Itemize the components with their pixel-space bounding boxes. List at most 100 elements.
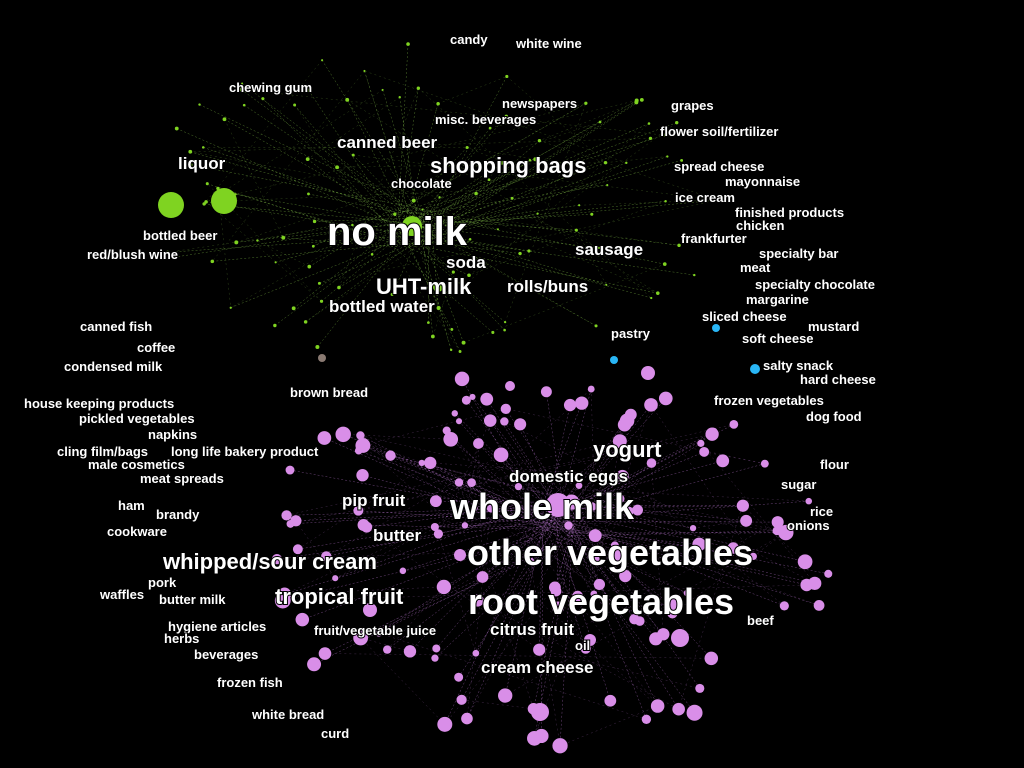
node-label: sugar	[781, 477, 816, 492]
graph-edge	[394, 213, 597, 327]
graph-node	[335, 426, 351, 443]
graph-node	[797, 554, 813, 570]
node-label: whipped/sour cream	[162, 549, 377, 574]
graph-edge	[444, 535, 596, 725]
graph-node	[533, 157, 538, 162]
graph-node	[491, 330, 495, 335]
graph-node	[458, 350, 462, 353]
graph-node	[363, 603, 377, 617]
graph-node	[709, 427, 718, 436]
graph-edge	[206, 201, 404, 235]
graph-node	[590, 212, 594, 216]
graph-node	[598, 120, 602, 124]
graph-edge	[290, 433, 713, 525]
graph-edge	[190, 138, 651, 153]
node-label: specialty bar	[759, 246, 839, 261]
graph-node	[398, 96, 401, 99]
graph-edge	[324, 539, 561, 654]
graph-edge	[400, 233, 506, 323]
graph-edge	[378, 511, 564, 634]
graph-edge	[284, 515, 546, 595]
graph-node	[291, 306, 296, 311]
graph-edge	[506, 76, 606, 163]
graph-node	[229, 306, 232, 309]
graph-node	[616, 469, 629, 483]
graph-node	[256, 239, 259, 242]
graph-node	[692, 537, 706, 552]
graph-node	[473, 438, 484, 449]
node-label: oil	[575, 638, 590, 653]
graph-node	[356, 469, 369, 482]
graph-node	[427, 321, 430, 324]
graph-edge	[282, 584, 807, 601]
graph-edge	[543, 403, 582, 502]
graph-edge	[463, 263, 665, 343]
graph-edge	[305, 121, 601, 323]
node-label: yogurt	[593, 437, 662, 462]
node-label: long life bakery product	[171, 444, 319, 459]
graph-edge	[361, 443, 600, 585]
graph-edge	[530, 516, 549, 562]
graph-edge	[458, 482, 549, 524]
graph-edge	[241, 89, 666, 136]
graph-node	[411, 198, 416, 203]
graph-edge	[466, 508, 491, 719]
node-label: shopping bags	[430, 153, 586, 178]
graph-edge	[464, 520, 747, 526]
graph-node	[393, 212, 397, 216]
graph-edge	[352, 224, 428, 238]
graph-nodes	[158, 42, 833, 754]
node-label: mustard	[808, 319, 859, 334]
graph-node	[261, 97, 265, 101]
node-label: house keeping products	[24, 396, 174, 411]
graph-node	[537, 138, 542, 143]
graph-node	[321, 59, 324, 62]
graph-edge	[704, 451, 765, 464]
graph-node	[337, 285, 341, 290]
graph-node	[450, 327, 454, 331]
node-label: pork	[148, 575, 177, 590]
graph-node	[666, 155, 669, 158]
graph-node	[158, 192, 184, 218]
graph-edge	[392, 209, 680, 246]
graph-edge	[360, 538, 576, 639]
graph-edge	[236, 121, 601, 243]
graph-edge	[575, 451, 705, 506]
graph-node	[469, 393, 476, 400]
graph-edge	[468, 201, 666, 276]
graph-edge	[414, 234, 454, 273]
graph-edge	[393, 218, 453, 330]
graph-node	[383, 645, 392, 654]
graph-node	[437, 716, 453, 732]
graph-node	[716, 454, 730, 468]
graph-edge	[571, 507, 629, 512]
graph-node	[604, 694, 617, 707]
node-label: frankfurter	[681, 231, 747, 246]
graph-node	[357, 519, 370, 531]
graph-node	[315, 345, 320, 350]
node-label: flour	[820, 457, 849, 472]
graph-node	[680, 158, 684, 162]
node-label: spread cheese	[674, 159, 764, 174]
graph-edge	[450, 439, 564, 532]
graph-edge	[392, 179, 490, 218]
graph-edge	[565, 510, 673, 614]
graph-edge	[461, 699, 534, 710]
graph-edge	[347, 99, 658, 294]
graph-node	[778, 524, 794, 541]
node-label: beverages	[194, 647, 258, 662]
graph-node	[443, 431, 459, 447]
graph-edge	[362, 445, 491, 509]
node-label: hard cheese	[800, 372, 876, 387]
graph-edge	[477, 525, 551, 601]
graph-edge	[557, 538, 595, 595]
graph-node	[675, 120, 679, 125]
graph-edge	[693, 520, 747, 529]
graph-edge	[317, 209, 427, 348]
graph-node	[693, 273, 696, 277]
graph-edge	[401, 122, 677, 225]
graph-edge	[413, 224, 607, 286]
graph-edge	[217, 188, 413, 248]
graph-edge	[275, 227, 397, 263]
graph-edge	[555, 527, 695, 713]
